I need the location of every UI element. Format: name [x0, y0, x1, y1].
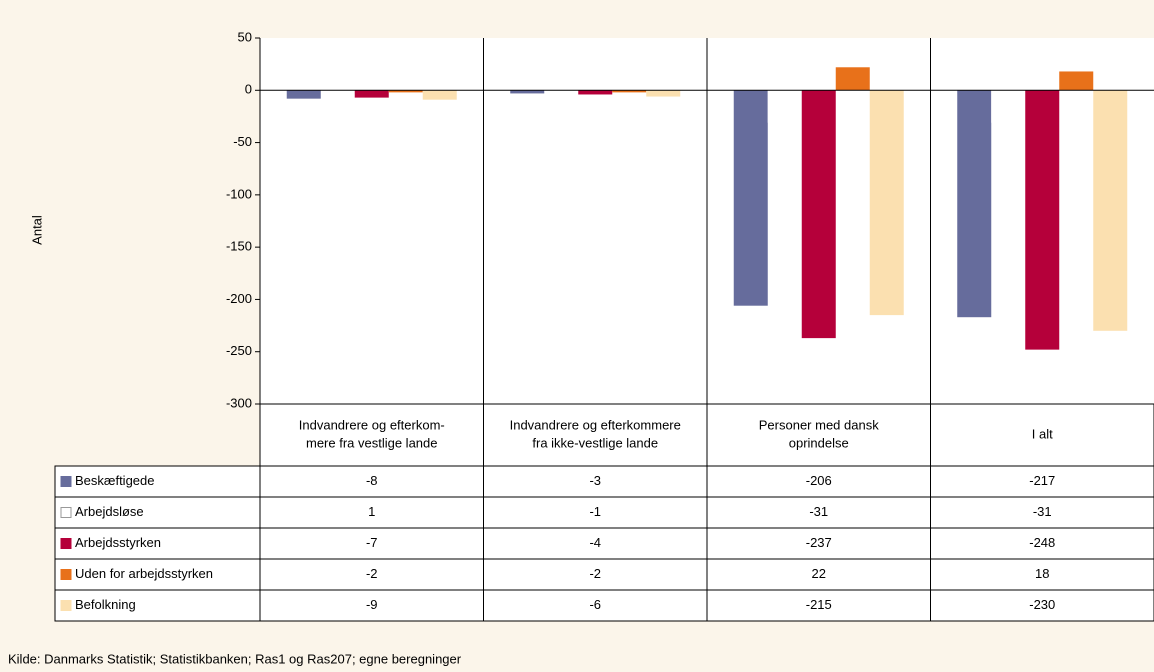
table-value: 22	[812, 566, 826, 581]
table-value: -4	[589, 535, 601, 550]
table-value: -215	[806, 597, 832, 612]
table-value: -31	[809, 504, 828, 519]
table-value: -217	[1029, 473, 1055, 488]
bar	[612, 90, 647, 93]
table-body-bg	[54, 465, 1154, 622]
table-value: -3	[589, 473, 601, 488]
table-value: -9	[366, 597, 378, 612]
y-tick-label: 50	[238, 29, 252, 44]
bar	[1093, 90, 1128, 331]
bar	[1025, 90, 1060, 350]
table-value: -2	[589, 566, 601, 581]
table-value: -237	[806, 535, 832, 550]
table-value: -8	[366, 473, 378, 488]
bar	[422, 90, 457, 100]
legend-label: Arbejdsløse	[75, 504, 144, 519]
bar	[388, 90, 423, 93]
table-value: 1	[368, 504, 375, 519]
bar	[646, 90, 681, 97]
category-label: Indvandrere og efterkom-	[299, 417, 445, 432]
legend-label: Befolkning	[75, 597, 136, 612]
bar	[286, 90, 321, 99]
y-tick-label: -250	[226, 343, 252, 358]
legend-label: Beskæftigede	[75, 473, 155, 488]
bar	[320, 89, 355, 91]
y-tick-label: -150	[226, 239, 252, 254]
legend-swatch	[60, 569, 72, 580]
y-tick-label: -300	[226, 395, 252, 410]
legend-swatch	[60, 600, 72, 611]
y-tick-label: 0	[245, 82, 252, 97]
category-label: oprindelse	[789, 435, 849, 450]
bar	[733, 90, 768, 306]
table-value: -31	[1033, 504, 1052, 519]
y-tick-label: -50	[233, 134, 252, 149]
legend-swatch	[60, 476, 72, 487]
bar	[578, 90, 613, 95]
category-label: Personer med dansk	[759, 417, 879, 432]
bar	[869, 90, 904, 316]
bar	[544, 90, 579, 92]
table-value: -2	[366, 566, 378, 581]
table-value: -230	[1029, 597, 1055, 612]
legend-swatch	[60, 507, 72, 518]
category-label: I alt	[1032, 426, 1053, 441]
bar	[801, 90, 836, 339]
table-value: -7	[366, 535, 378, 550]
source-note: Kilde: Danmarks Statistik; Statistikbank…	[8, 651, 462, 666]
category-label: Indvandrere og efterkommere	[510, 417, 681, 432]
y-tick-label: -200	[226, 291, 252, 306]
legend-swatch	[60, 538, 72, 549]
category-label: fra ikke-vestlige lande	[532, 435, 658, 450]
table-value: 18	[1035, 566, 1049, 581]
bar	[354, 90, 389, 98]
bar	[991, 90, 1026, 123]
category-label: mere fra vestlige lande	[306, 435, 438, 450]
legend-label: Uden for arbejdsstyrken	[75, 566, 213, 581]
bar	[835, 67, 870, 91]
y-axis-label: Antal	[29, 215, 44, 245]
table-value: -6	[589, 597, 601, 612]
bar	[1059, 71, 1094, 91]
bar	[510, 90, 545, 94]
table-value: -206	[806, 473, 832, 488]
bar	[957, 90, 992, 318]
table-value: -248	[1029, 535, 1055, 550]
bar	[767, 90, 802, 123]
table-value: -1	[589, 504, 601, 519]
legend-label: Arbejdsstyrken	[75, 535, 161, 550]
y-tick-label: -100	[226, 186, 252, 201]
